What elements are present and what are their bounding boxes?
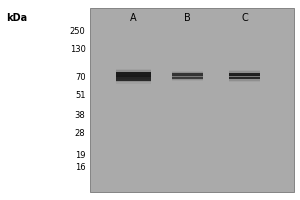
Bar: [116, 76, 151, 82]
Bar: [172, 73, 203, 76]
Bar: [172, 75, 203, 81]
Text: A: A: [130, 13, 137, 23]
Text: 70: 70: [75, 72, 86, 82]
Bar: [172, 77, 203, 79]
Bar: [229, 70, 260, 78]
Bar: [116, 74, 151, 84]
Text: 130: 130: [70, 45, 86, 53]
Bar: [229, 71, 260, 77]
Bar: [172, 76, 203, 80]
Bar: [229, 75, 260, 81]
Bar: [116, 77, 151, 81]
Text: 28: 28: [75, 129, 86, 138]
Text: 19: 19: [75, 150, 86, 160]
Text: C: C: [241, 13, 248, 23]
Text: 51: 51: [75, 90, 86, 99]
Bar: [116, 69, 151, 80]
Bar: [116, 70, 151, 79]
Bar: [172, 72, 203, 77]
Bar: [172, 71, 203, 78]
Bar: [116, 72, 151, 77]
Bar: [229, 74, 260, 82]
Bar: [229, 73, 260, 76]
Bar: [229, 77, 260, 79]
Text: 16: 16: [75, 162, 86, 171]
Text: 38: 38: [75, 110, 86, 119]
Bar: [90, 8, 294, 192]
Text: B: B: [184, 13, 191, 23]
Text: 250: 250: [70, 26, 86, 36]
Text: kDa: kDa: [6, 13, 27, 23]
